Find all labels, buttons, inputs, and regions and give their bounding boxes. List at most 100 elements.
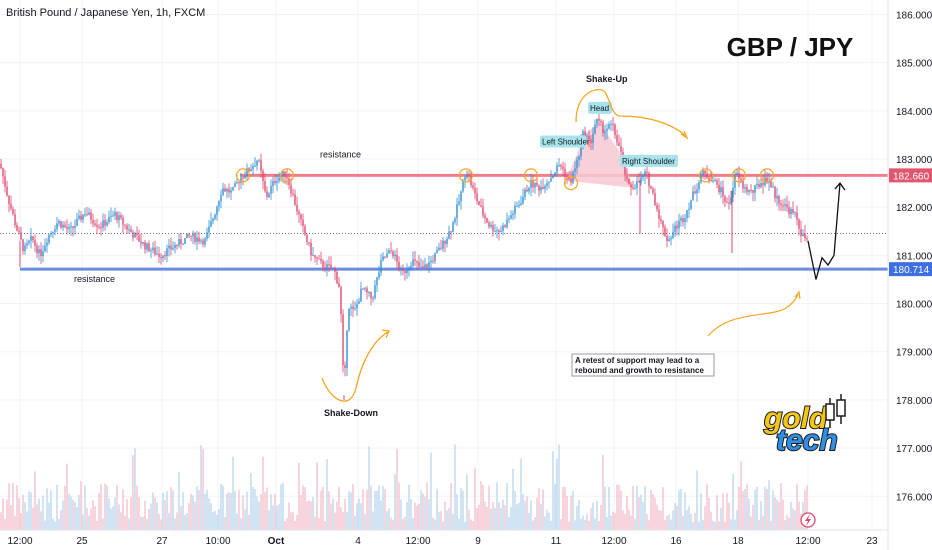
price-axis[interactable]: 186.000 185.000 184.000 183.000 182.000 181.0… [887, 0, 932, 550]
volume-bar [174, 518, 176, 530]
volume-bar [648, 520, 650, 530]
volume-bar [116, 485, 118, 530]
volume-bar [18, 497, 20, 530]
candle-body [38, 249, 40, 254]
candle-body [754, 185, 756, 193]
time-axis[interactable]: 12:00 25 27 10:00 Oct 4 12:00 9 11 12:00 16 18 12:00… [0, 529, 888, 547]
candle-body [46, 242, 48, 246]
volume-bar [2, 498, 4, 530]
volume-bar [590, 508, 592, 530]
volume-bar [298, 462, 300, 530]
volume-bar [444, 501, 446, 530]
candle-body [146, 243, 148, 250]
candle-body [548, 181, 550, 184]
volume-bar [354, 516, 356, 530]
candle-body [630, 184, 632, 188]
candle-body [190, 235, 192, 237]
support-price-tag-bg [889, 262, 932, 277]
candle-body [326, 263, 328, 270]
volume-bar [502, 499, 504, 530]
rebound-arrowhead [794, 290, 801, 300]
volume-bar [536, 497, 538, 530]
candle-body [304, 226, 306, 235]
lightning-bolt-icon[interactable] [800, 512, 816, 528]
candle-body [554, 172, 556, 177]
volume-bar [646, 514, 648, 530]
volume-bar [322, 486, 324, 530]
volume-bar [276, 505, 278, 530]
candle-body [374, 285, 376, 298]
pattern-tag-bg [588, 101, 612, 114]
volume-bar [250, 472, 252, 530]
volume-bar [578, 499, 580, 530]
candle-body [66, 227, 68, 229]
shake-up-arrowhead [680, 130, 689, 140]
candle-body [706, 173, 708, 178]
volume-bar [376, 490, 378, 530]
candle-body [508, 218, 510, 220]
candle-body [502, 225, 504, 231]
candle-body [674, 225, 676, 232]
candle-body [318, 258, 320, 260]
candle-body [256, 160, 258, 166]
volume-bar [188, 503, 190, 530]
volume-bar [668, 514, 670, 530]
volume-bar [166, 491, 168, 530]
volume-bar [332, 498, 334, 530]
volume-bar [28, 491, 30, 530]
volume-bar [218, 508, 220, 530]
candle-body [614, 124, 616, 136]
candles [0, 113, 808, 400]
candle-body [150, 250, 152, 252]
volume-bar [552, 450, 554, 530]
volume-bar [438, 511, 440, 530]
candle-body [16, 225, 18, 231]
candle-body [276, 181, 278, 183]
candle-body [368, 291, 370, 293]
volume-bar [744, 488, 746, 530]
volume-bar [706, 483, 708, 530]
volume-bar [726, 492, 728, 530]
candle-body [738, 172, 740, 179]
candle-body [242, 177, 244, 179]
volume-bar [202, 448, 204, 530]
x-tick-label: Oct [268, 536, 285, 547]
volume-bar [386, 511, 388, 530]
candle-body [220, 194, 222, 202]
volume-bar [506, 482, 508, 530]
candle-body [298, 211, 300, 215]
candle-body [82, 214, 84, 220]
candle-body [468, 174, 470, 176]
candle-body [566, 176, 568, 178]
volume-bar [382, 486, 384, 530]
volume-bar [154, 497, 156, 530]
candle-body [550, 178, 552, 182]
volume-bar [682, 516, 684, 530]
volume-bar [100, 484, 102, 530]
candle-body [444, 240, 446, 244]
volume-bar [360, 503, 362, 530]
x-tick-label: 11 [551, 536, 562, 547]
candle-body [718, 184, 720, 193]
volume-bar [36, 504, 38, 530]
candle-body [600, 120, 602, 123]
candle-body [312, 255, 314, 257]
volume-bar [556, 458, 558, 530]
candle-body [320, 258, 322, 261]
volume-bar [456, 494, 458, 530]
volume-bar [544, 516, 546, 530]
candle-body [170, 245, 172, 250]
volume-bar [228, 491, 230, 530]
volume-bar [584, 519, 586, 530]
candle-body [216, 206, 218, 215]
volume-bar [784, 520, 786, 530]
volume-bar [62, 500, 64, 530]
volume-bar [312, 496, 314, 530]
candle-body [396, 254, 398, 262]
volume-bar [80, 481, 82, 530]
candle-body [10, 203, 12, 209]
candle-body [50, 232, 52, 235]
volume-bar [56, 484, 58, 530]
volume-bar [176, 512, 178, 530]
